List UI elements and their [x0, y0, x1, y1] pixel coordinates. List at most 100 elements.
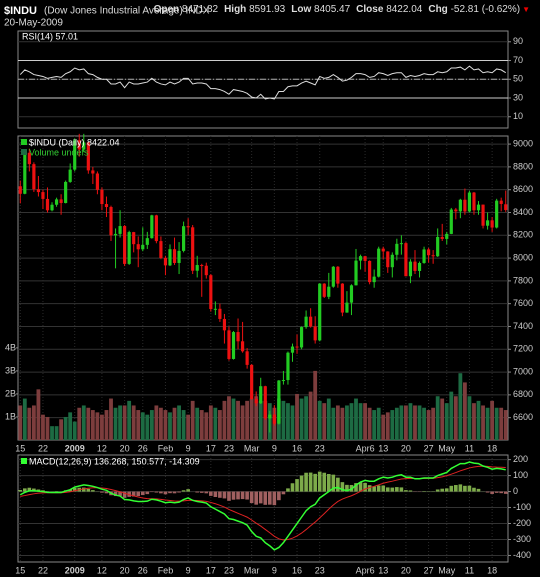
histogram-bar [131, 491, 136, 497]
y-tick-label: 90 [513, 36, 523, 46]
histogram-bar [395, 487, 399, 492]
y-tick-label: 7600 [513, 298, 533, 308]
candle-body [213, 308, 217, 310]
y-tick-label: 8200 [513, 230, 533, 240]
volume-bar [349, 403, 354, 440]
x-tick-label: 22 [38, 443, 48, 453]
histogram-bar [209, 491, 213, 496]
volume-bar [245, 400, 250, 440]
x-tick-label: 27 [424, 565, 434, 575]
volume-bar [199, 410, 204, 440]
histogram-bar [326, 474, 331, 492]
histogram-bar [177, 491, 181, 493]
histogram-bar [163, 491, 168, 495]
panel-title: MACD(12,26,9) 136.268, 150.577, -14.309 [29, 456, 200, 466]
stat-label: High [224, 4, 247, 15]
histogram-bar [358, 482, 363, 492]
volume-bar [136, 410, 141, 440]
volume-bar [231, 398, 236, 440]
volume-bar [286, 403, 290, 440]
candle-body [172, 249, 177, 263]
histogram-bar [485, 491, 490, 493]
x-tick-label: 17 [206, 565, 216, 575]
candle-body [390, 254, 394, 268]
candle-body [318, 283, 322, 341]
candle-body [141, 244, 145, 250]
volume-bar [54, 426, 59, 440]
volume-bar [90, 410, 95, 440]
x-tick-label: 20 [120, 565, 130, 575]
candle-body [245, 351, 249, 365]
volume-bar [431, 407, 436, 440]
candle-body [77, 140, 81, 150]
volume-bar [481, 405, 485, 440]
candle-body [281, 380, 286, 382]
candle-body [286, 352, 290, 381]
x-tick-label: 17 [206, 443, 216, 453]
volume-bar [63, 416, 68, 440]
volume-bar [422, 407, 426, 440]
volume-bar [177, 405, 181, 440]
histogram-bar [404, 490, 408, 492]
volume-bar [331, 407, 336, 440]
y-tick-label: 100 [513, 470, 528, 480]
candle-body [431, 255, 435, 257]
candle-body [150, 215, 154, 239]
y-tick-label: 30 [513, 92, 523, 102]
candle-body [41, 192, 45, 199]
stat-value: 8422.04 [386, 4, 423, 15]
volume-bar [31, 405, 36, 440]
legend-entry: $INDU (Daily) 8422.04 [29, 137, 120, 147]
histogram-bar [277, 491, 281, 501]
volume-bar [317, 400, 322, 440]
volume-bar [217, 410, 222, 440]
volume-bar [372, 410, 377, 440]
histogram-bar [204, 491, 209, 494]
candle-body [200, 265, 204, 267]
symbol: $INDU [4, 5, 37, 17]
candle-body [18, 186, 22, 194]
volume-bar [363, 403, 367, 440]
volume-bar [227, 396, 231, 440]
rsi-line [19, 65, 506, 100]
histogram-bar [499, 491, 504, 494]
histogram-bar [118, 491, 122, 496]
histogram-bar [27, 487, 32, 492]
candle-body [499, 200, 503, 204]
candle-body [168, 249, 172, 266]
histogram-bar [317, 471, 322, 492]
candle-body [186, 226, 190, 228]
stat-label: Low [291, 4, 312, 15]
x-tick-label: Apr6 [356, 443, 375, 453]
x-tick-label: 13 [378, 443, 388, 453]
volume-bar [77, 407, 82, 440]
y-tick-label: 70 [513, 55, 523, 65]
histogram-bar [22, 488, 27, 492]
histogram-bar [336, 477, 340, 492]
candle-body [104, 204, 109, 208]
histogram-bar [390, 487, 395, 492]
candle-body [440, 236, 444, 239]
candle-body [327, 286, 331, 297]
volume-bar [444, 403, 449, 440]
volume-bar [367, 407, 372, 440]
histogram-bar [172, 491, 177, 494]
histogram-bar [227, 491, 231, 501]
histogram-bar [213, 491, 218, 498]
histogram-bar [186, 489, 190, 492]
x-tick-label: 12 [97, 443, 107, 453]
volume-bar [458, 373, 463, 440]
legend-entry: Volume undefs [29, 147, 89, 157]
volume-bar [122, 405, 127, 440]
x-tick-label: Feb [158, 565, 174, 575]
y-tick-label: 8400 [513, 207, 533, 217]
volume-bar [295, 393, 299, 440]
y-tick-label: 7400 [513, 321, 533, 331]
volume-bar [304, 396, 309, 440]
histogram-bar [295, 479, 299, 492]
quote-stats: Open 8471.82 High 8591.93 Low 8405.47 Close… [148, 4, 530, 15]
candle-body [454, 209, 458, 212]
symbol-name: (Dow Jones Industrial Average) INDX [44, 6, 210, 17]
x-tick-label: 11 [465, 443, 474, 453]
histogram-bar [100, 491, 104, 493]
